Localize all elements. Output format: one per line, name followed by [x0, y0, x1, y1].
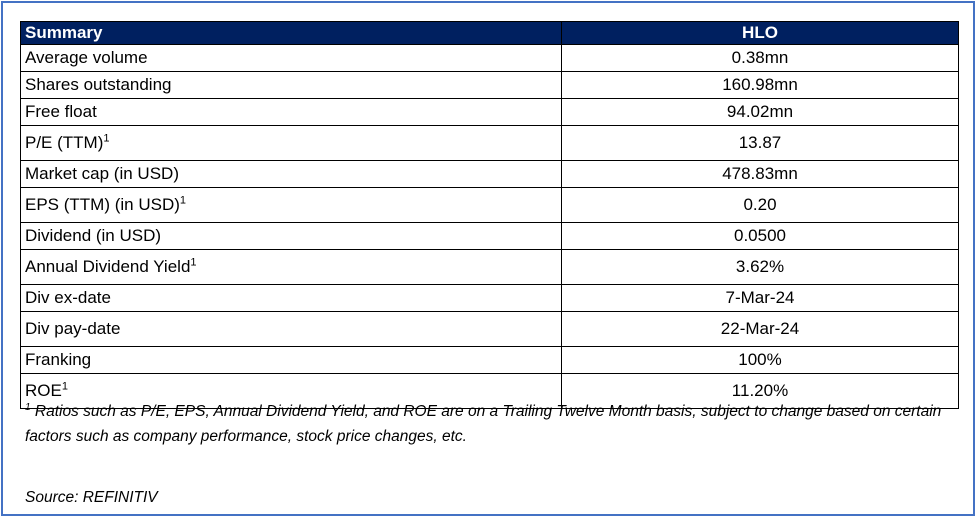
table-row: Div pay-date 22-Mar-24: [20, 311, 959, 347]
row-value: 13.87: [561, 125, 959, 161]
table-row: P/E (TTM)1 13.87: [20, 125, 959, 161]
table-row: Market cap (in USD) 478.83mn: [20, 160, 959, 188]
row-label: Div ex-date: [20, 284, 562, 312]
row-value: 11.20%: [561, 373, 959, 409]
row-label: Free float: [20, 98, 562, 126]
row-label: Average volume: [20, 44, 562, 72]
row-value: 160.98mn: [561, 71, 959, 99]
table-row: Shares outstanding 160.98mn: [20, 71, 959, 99]
table-row: Dividend (in USD) 0.0500: [20, 222, 959, 250]
row-value: 94.02mn: [561, 98, 959, 126]
row-label: EPS (TTM) (in USD)1: [20, 187, 562, 223]
row-label: Annual Dividend Yield1: [20, 249, 562, 285]
row-value: 0.0500: [561, 222, 959, 250]
footnote-text: Ratios such as P/E, EPS, Annual Dividend…: [25, 403, 942, 445]
header-ticker: HLO: [561, 21, 959, 45]
footnote-marker: 1: [25, 401, 31, 413]
table-row: Average volume 0.38mn: [20, 44, 959, 72]
row-label: Shares outstanding: [20, 71, 562, 99]
table-row: Free float 94.02mn: [20, 98, 959, 126]
table-header-row: Summary HLO: [20, 21, 959, 45]
row-label: Dividend (in USD): [20, 222, 562, 250]
table-row: ROE1 11.20%: [20, 373, 959, 409]
row-label: Div pay-date: [20, 311, 562, 347]
footnote: 1 Ratios such as P/E, EPS, Annual Divide…: [25, 399, 955, 449]
row-label: Market cap (in USD): [20, 160, 562, 188]
header-summary: Summary: [20, 21, 562, 45]
row-label: P/E (TTM)1: [20, 125, 562, 161]
row-value: 22-Mar-24: [561, 311, 959, 347]
table-row: Franking 100%: [20, 346, 959, 374]
table-row: Annual Dividend Yield1 3.62%: [20, 249, 959, 285]
table-row: Div ex-date 7-Mar-24: [20, 284, 959, 312]
row-value: 478.83mn: [561, 160, 959, 188]
row-value: 0.20: [561, 187, 959, 223]
table-row: EPS (TTM) (in USD)1 0.20: [20, 187, 959, 223]
source-note: Source: REFINITIV: [25, 489, 158, 506]
row-label: ROE1: [20, 373, 562, 409]
row-label: Franking: [20, 346, 562, 374]
row-value: 3.62%: [561, 249, 959, 285]
row-value: 100%: [561, 346, 959, 374]
row-value: 7-Mar-24: [561, 284, 959, 312]
row-value: 0.38mn: [561, 44, 959, 72]
summary-table: Summary HLO Average volume 0.38mn Shares…: [20, 21, 959, 409]
